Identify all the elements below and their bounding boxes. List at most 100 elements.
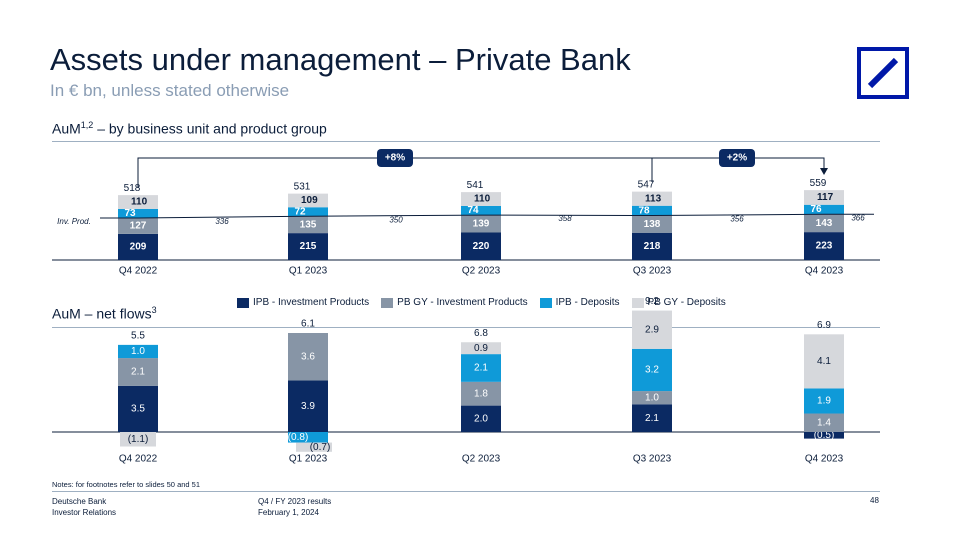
footer-event: Q4 / FY 2023 results February 1, 2024 (258, 497, 332, 517)
flow-segment-label: (0.7) (310, 442, 331, 453)
aum-bar-segment (288, 233, 328, 260)
aum-bar-segment (804, 214, 844, 233)
flow-bar-segment (804, 388, 844, 414)
aum-bar-segment (804, 204, 844, 215)
flow-bar-segment (804, 432, 844, 439)
flow-segment-label: 1.0 (131, 346, 145, 357)
flow-segment-label: 2.1 (645, 413, 659, 424)
deutsche-bank-logo-icon (857, 47, 909, 99)
inv-prod-value: 350 (389, 215, 403, 224)
legend-item-0: IPB - Investment Products (237, 297, 369, 308)
flow-segment-label: (0.8) (288, 432, 309, 443)
aum-segment-label: 113 (645, 193, 662, 204)
aum-segment-label: 223 (816, 241, 833, 252)
flow-category-label: Q2 2023 (462, 454, 501, 465)
aum-segment-label: 220 (473, 241, 490, 252)
aum-category-label: Q4 2023 (805, 266, 844, 277)
aum-bar-segment (461, 192, 501, 206)
inv-prod-trend-line (100, 213, 874, 219)
aum-bar-segment (118, 208, 158, 218)
aum-bar-segment (461, 215, 501, 233)
legend-label: PB GY - Deposits (647, 297, 726, 308)
flow-total-label: 5.5 (131, 331, 145, 342)
aum-segment-label: 117 (817, 192, 834, 203)
flow-bar-segment (296, 442, 332, 452)
aum-segment-label: 72 (294, 206, 306, 217)
aum-total-label: 518 (124, 183, 141, 194)
flow-segment-label: (0.5) (814, 430, 835, 441)
flow-segment-label: 1.9 (817, 396, 831, 407)
page-title: Assets under management – Private Bank (50, 42, 631, 77)
flow-bar-segment (120, 432, 156, 447)
aum-segment-label: 110 (474, 194, 491, 205)
flow-category-label: Q4 2023 (805, 454, 844, 465)
flow-segment-label: 1.4 (817, 417, 831, 428)
aum-section-title: AuM1,2 – by business unit and product gr… (52, 120, 327, 137)
growth-arrow-icon (820, 168, 828, 175)
flow-bar-segment (118, 385, 158, 432)
flow-bar-segment (632, 348, 672, 392)
legend-swatch (539, 297, 552, 308)
aum-bar-segment (804, 232, 844, 260)
aum-segment-label: 76 (810, 204, 822, 215)
aum-total-label: 541 (467, 180, 484, 191)
flow-total-label: 6.8 (474, 328, 488, 339)
inv-prod-label: Inv. Prod. (57, 217, 91, 226)
aum-bar-segment (288, 193, 328, 208)
aum-total-label: 547 (638, 179, 655, 190)
aum-bar-segment (288, 216, 328, 234)
aum-segment-label: 209 (130, 242, 147, 253)
aum-total-label: 559 (810, 178, 827, 189)
legend-label: IPB - Investment Products (253, 297, 370, 308)
flow-segment-label: 3.6 (301, 351, 315, 362)
growth-badge-label: +8% (385, 153, 405, 164)
flow-bar-segment (288, 432, 328, 443)
aum-segment-label: 127 (130, 221, 147, 232)
aum-segment-label: 135 (300, 219, 317, 230)
growth-bracket-line (137, 157, 825, 188)
growth-badge-label: +2% (727, 153, 747, 164)
aum-category-label: Q4 2022 (119, 266, 158, 277)
aum-segment-label: 215 (300, 241, 317, 252)
aum-bar-segment (632, 232, 672, 260)
aum-segment-label: 218 (644, 241, 661, 252)
inv-prod-value: 366 (851, 213, 865, 222)
flow-bar-segment (118, 344, 158, 359)
flow-total-label: 6.9 (817, 320, 831, 331)
inv-prod-value: 358 (558, 214, 572, 223)
aum-category-label: Q2 2023 (462, 266, 501, 277)
flow-bar-segment (632, 404, 672, 432)
growth-badge (377, 149, 413, 167)
aum-segment-label: 139 (473, 218, 490, 229)
aum-bar-segment (632, 191, 672, 206)
flow-bar-segment (461, 405, 501, 432)
flow-bar-segment (461, 354, 501, 382)
legend-item-3: PB GY - Deposits (631, 297, 726, 308)
flow-segment-label: 2.1 (131, 367, 145, 378)
flow-segment-label: 2.0 (474, 413, 488, 424)
footer-org: Deutsche Bank Investor Relations (52, 497, 117, 517)
legend-item-2: IPB - Deposits (539, 297, 620, 308)
aum-bar-segment (461, 232, 501, 260)
inv-prod-value: 336 (215, 217, 229, 226)
flows-section-rule (52, 327, 880, 328)
legend-swatch (631, 297, 644, 308)
page-number: 48 (870, 496, 879, 505)
flow-segment-label: 2.1 (474, 363, 488, 374)
inv-prod-value: 356 (730, 215, 744, 224)
flow-bar-segment (632, 310, 672, 349)
legend: IPB - Investment Products PB GY - Investm… (237, 297, 726, 308)
aum-bar-segment (632, 205, 672, 216)
flow-bar-segment (461, 381, 501, 406)
flow-segment-label: 4.1 (817, 356, 831, 367)
legend-swatch (381, 297, 394, 308)
legend-swatch (237, 297, 249, 308)
aum-total-label: 531 (294, 181, 311, 192)
flow-segment-label: 1.8 (474, 388, 488, 399)
flow-bar-segment (118, 358, 158, 386)
aum-segment-label: 109 (301, 195, 318, 206)
flow-segment-label: 0.9 (474, 343, 488, 354)
legend-item-1: PB GY - Investment Products (381, 297, 528, 308)
flow-segment-label: (1.1) (128, 434, 149, 445)
